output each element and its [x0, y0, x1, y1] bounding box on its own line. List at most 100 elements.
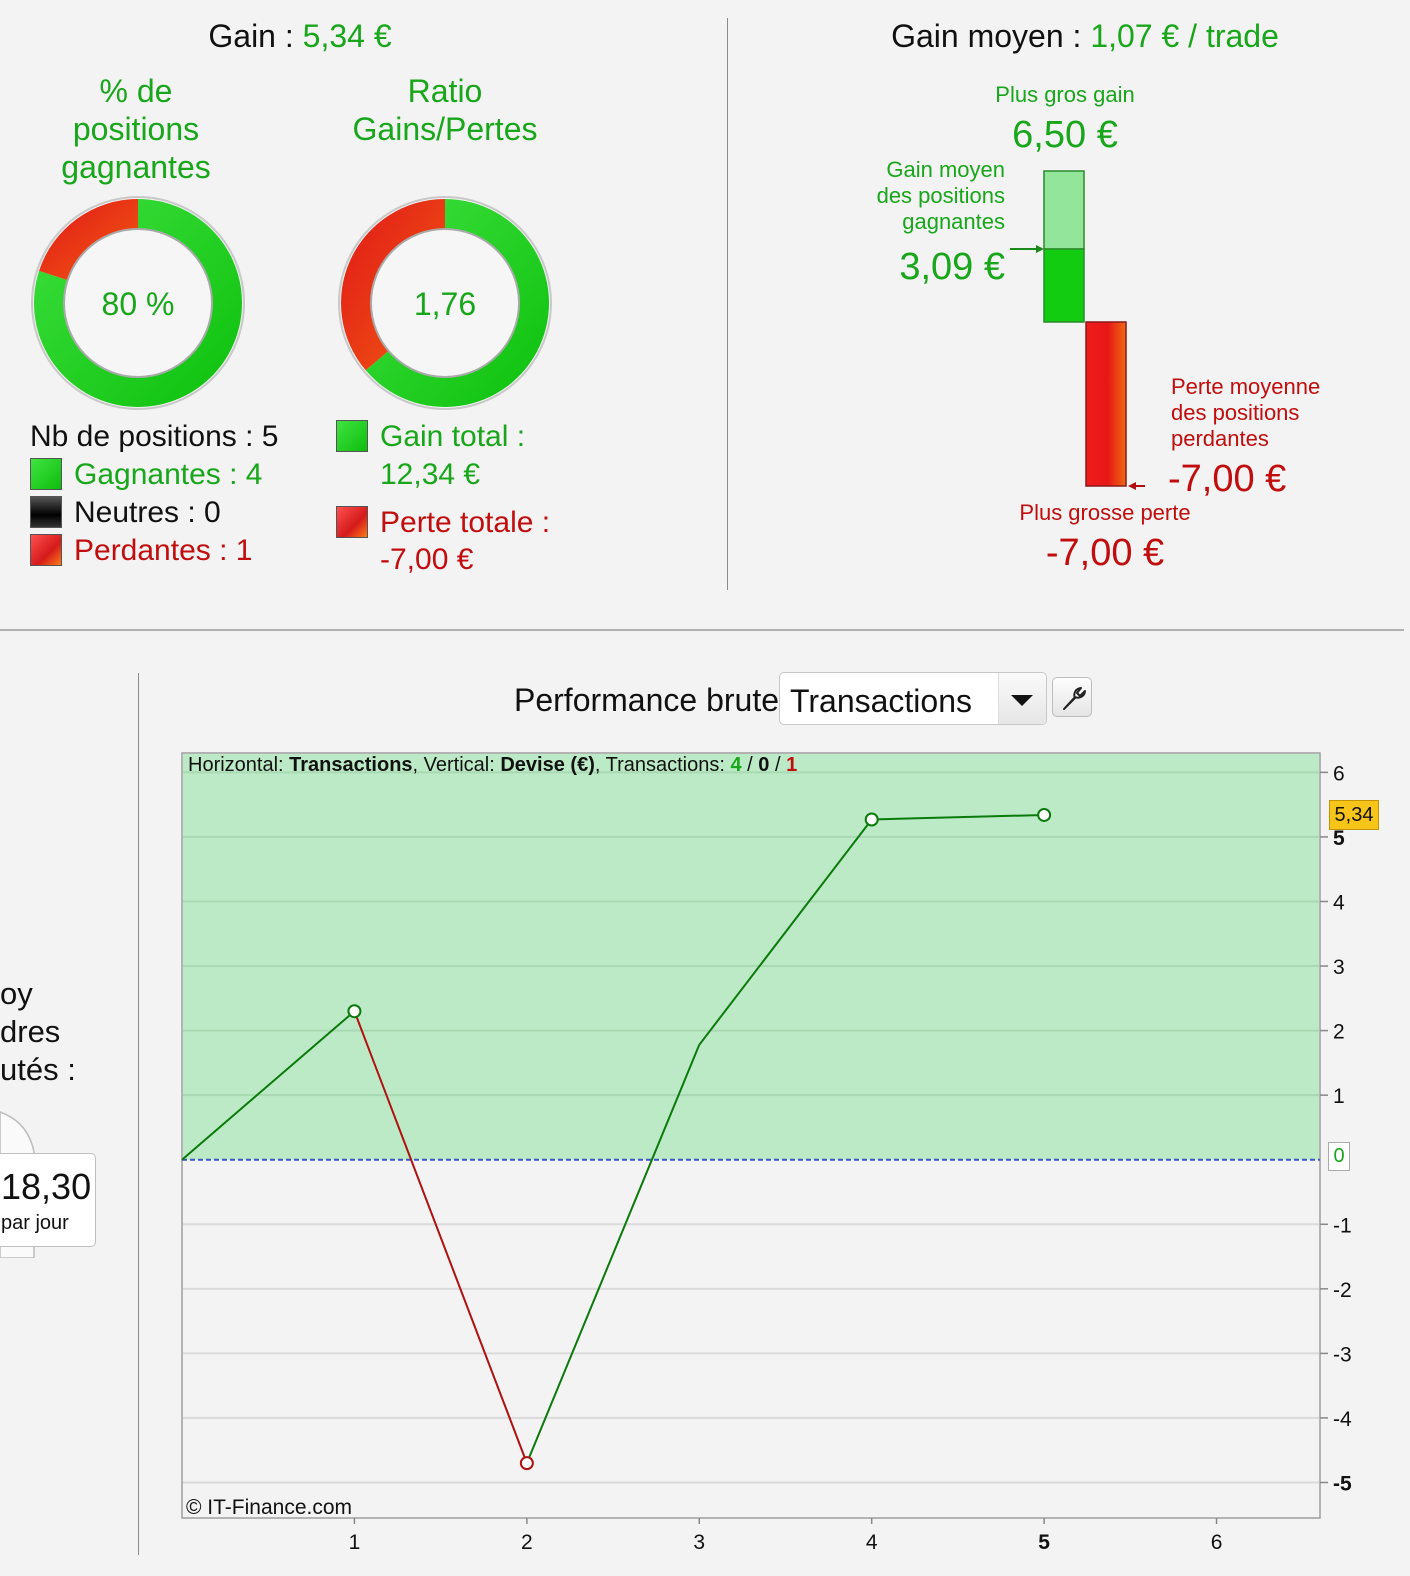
chart-info-line: Horizontal: Transactions, Vertical: Devi… [188, 754, 797, 777]
ratio-title-line: Gains/Pertes [352, 111, 538, 147]
avg-title: Gain moyen : 1,07 € / trade [830, 18, 1340, 55]
top-vertical-divider [727, 18, 728, 590]
donut-inner [63, 228, 213, 378]
info-t-loss: 1 [786, 754, 798, 776]
info-sep: / [741, 754, 759, 776]
legend-win-label: Gagnantes : 4 [74, 458, 263, 491]
plus-gros-gain-value: 6,50 € [1012, 114, 1118, 156]
pct-title-line: gagnantes [61, 149, 211, 185]
win-rate-donut [31, 196, 245, 410]
avg-title-value: 1,07 € / trade [1090, 18, 1279, 54]
left-panel-line: oy [0, 976, 33, 1011]
left-panel-line: dres [0, 1014, 61, 1049]
legend-gain-total-square [336, 420, 368, 452]
info-t-neutral: 0 [758, 754, 770, 776]
plus-grosse-perte-value: -7,00 € [1045, 532, 1165, 574]
y-tick-label: 2 [1333, 1021, 1345, 1044]
donut-loss-arc [341, 199, 445, 371]
avg-gain-bar [1043, 248, 1085, 323]
info-v-value: Devise (€) [500, 754, 595, 776]
info-h-label: Horizontal: [188, 754, 290, 776]
gain-moyen-label-line: gagnantes [902, 209, 1005, 234]
left-panel-text: oy dres utés : [0, 975, 76, 1089]
y-tick-label: -2 [1333, 1279, 1352, 1302]
gain-value: 5,34 € [302, 18, 392, 54]
perte-moyenne-value: -7,00 € [1168, 458, 1287, 500]
series-segment [871, 813, 1045, 821]
perte-moyenne-label-line: Perte moyenne [1171, 374, 1321, 399]
ratio-value: 1,76 [413, 286, 477, 322]
data-point [347, 1004, 362, 1019]
ratio-title-line: Ratio [407, 73, 483, 109]
avg-title-label: Gain moyen : [891, 18, 1091, 54]
copyright: © IT-Finance.com [186, 1496, 353, 1519]
y-tick-label: 6 [1333, 762, 1345, 785]
donut-loss-arc [39, 199, 138, 281]
gain-moyen-label-line: Gain moyen [886, 157, 1005, 182]
info-sep: / [769, 754, 787, 776]
settings-wrench-button[interactable] [1052, 677, 1092, 717]
left-stat-sub: par jour [1, 1212, 69, 1234]
gain-moyen-label: Gain moyen des positions gagnantes [860, 157, 1005, 235]
max-gain-bar [1043, 170, 1085, 250]
ratio-title: Ratio Gains/Pertes [330, 72, 560, 148]
avg-gain-pointer-head [1036, 245, 1044, 253]
info-h-value: Transactions [289, 754, 413, 776]
chevron-down-icon[interactable] [998, 673, 1046, 724]
left-stat-card: 18,30 par jour [0, 1153, 96, 1247]
wrench-icon [1063, 687, 1086, 710]
info-v-label: , Vertical: [412, 754, 501, 776]
pct-value: 80 % [101, 286, 175, 322]
nb-positions: Nb de positions : 5 [30, 420, 279, 453]
series-segment [353, 1010, 528, 1464]
chart-title: Performance brute [514, 682, 780, 718]
section-divider [0, 629, 1404, 631]
plus-grosse-perte-label: Plus grosse perte [1019, 500, 1191, 525]
data-point [519, 1456, 534, 1471]
zero-badge: 0 [1328, 1142, 1350, 1171]
pct-title: % de positions gagnantes [30, 72, 242, 186]
gain-moyen-value: 3,09 € [899, 246, 1005, 288]
x-tick-label: 4 [866, 1531, 878, 1554]
plus-gros-gain-label: Plus gros gain [995, 82, 1135, 107]
gain-total-value: 12,34 € [380, 458, 481, 491]
gain-label: Gain : [208, 18, 303, 54]
series-segment [698, 818, 873, 1046]
ratio-donut [338, 196, 552, 410]
gain-moyen-label-line: des positions [876, 183, 1005, 208]
wrench-icon-shape [1063, 687, 1086, 710]
info-t-label: , Transactions: [594, 754, 731, 776]
donut-inner [370, 228, 520, 378]
x-tick-label: 1 [349, 1531, 361, 1554]
legend-perte-totale-square [336, 506, 368, 538]
perte-moyenne-label: Perte moyenne des positions perdantes [1171, 374, 1361, 452]
y-tick-label: -3 [1333, 1343, 1352, 1366]
info-t-win: 4 [730, 754, 742, 776]
y-tick-label: 3 [1333, 956, 1345, 979]
last-value-badge: 5,34 [1329, 800, 1379, 830]
x-tick-label: 2 [521, 1531, 533, 1554]
y-tick-label: -4 [1333, 1408, 1352, 1431]
bottom-vertical-divider [138, 673, 139, 1555]
legend-loss-square [30, 534, 62, 566]
left-stat-value: 18,30 [1, 1166, 92, 1207]
left-panel-line: utés : [0, 1052, 76, 1087]
avg-loss-bar [1085, 321, 1127, 487]
perte-totale-label: Perte totale : [380, 506, 551, 539]
chart-type-dropdown[interactable]: Transactions [779, 672, 1047, 725]
avg-loss-pointer-head [1128, 482, 1136, 490]
legend-win-square [30, 458, 62, 490]
legend-loss-label: Perdantes : 1 [74, 534, 253, 567]
legend-neutral-label: Neutres : 0 [74, 496, 221, 529]
series-segment [525, 1044, 701, 1464]
data-point [1037, 807, 1052, 822]
x-tick-label: 5 [1038, 1531, 1050, 1554]
series-segment [181, 1010, 356, 1161]
data-point [864, 812, 879, 827]
y-tick-label: 5 [1333, 827, 1345, 850]
positive-area-fill [183, 754, 1319, 1160]
y-tick-label: 4 [1333, 891, 1345, 914]
perte-totale-value: -7,00 € [380, 543, 474, 576]
y-tick-label: -5 [1333, 1472, 1352, 1495]
